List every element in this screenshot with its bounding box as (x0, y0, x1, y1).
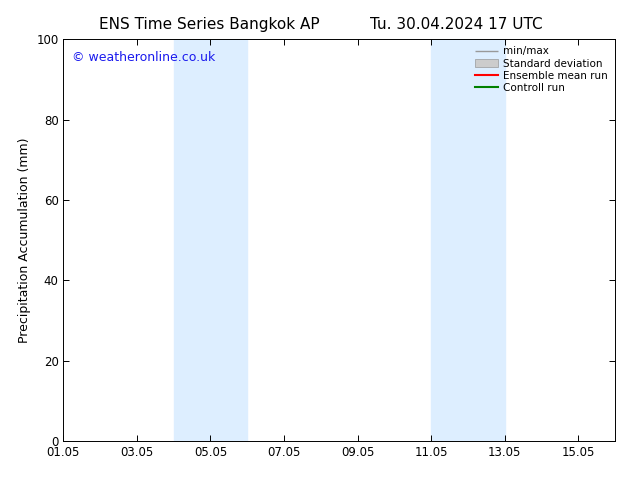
Bar (431, 39, 505, 441)
Text: Tu. 30.04.2024 17 UTC: Tu. 30.04.2024 17 UTC (370, 17, 543, 32)
Bar (174, 39, 247, 441)
Text: © weatheronline.co.uk: © weatheronline.co.uk (72, 51, 215, 64)
Y-axis label: Precipitation Accumulation (mm): Precipitation Accumulation (mm) (18, 137, 30, 343)
Text: ENS Time Series Bangkok AP: ENS Time Series Bangkok AP (99, 17, 320, 32)
Legend: min/max, Standard deviation, Ensemble mean run, Controll run: min/max, Standard deviation, Ensemble me… (473, 45, 610, 95)
